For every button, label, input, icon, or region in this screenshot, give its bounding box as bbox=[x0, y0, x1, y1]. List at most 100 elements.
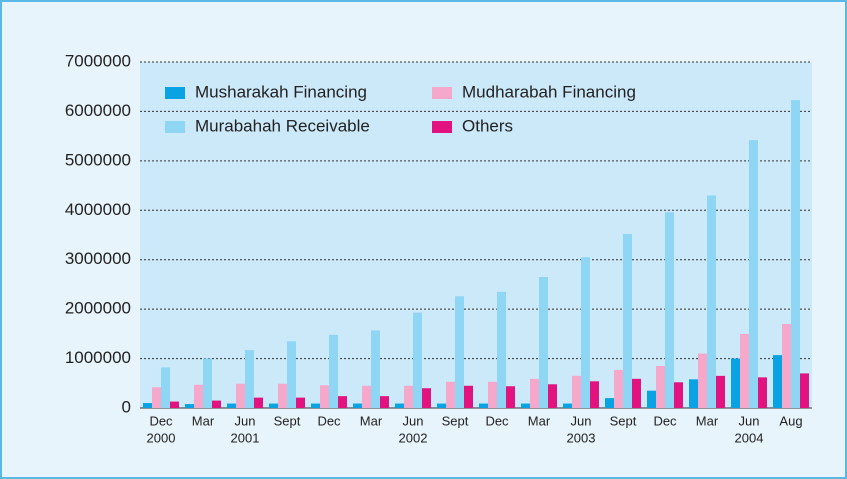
x-tick-label: Sept bbox=[442, 413, 469, 428]
bar bbox=[605, 398, 614, 408]
x-tick-label: Jun bbox=[571, 413, 592, 428]
x-year-label: 2001 bbox=[231, 430, 260, 445]
bar bbox=[689, 379, 698, 408]
bar bbox=[413, 312, 422, 408]
y-tick-label: 0 bbox=[122, 397, 131, 416]
bar bbox=[530, 378, 539, 408]
legend-label: Musharakah Financing bbox=[195, 82, 367, 101]
x-year-label: 2004 bbox=[735, 430, 764, 445]
x-tick-label: Mar bbox=[528, 413, 551, 428]
x-tick-label: Dec bbox=[485, 413, 509, 428]
x-tick-label: Dec bbox=[317, 413, 341, 428]
bar bbox=[254, 397, 263, 408]
bar bbox=[269, 403, 278, 408]
bar bbox=[521, 403, 530, 408]
x-tick-label: Mar bbox=[360, 413, 383, 428]
bar bbox=[143, 403, 152, 408]
x-tick-label: Aug bbox=[779, 413, 802, 428]
bar bbox=[707, 195, 716, 408]
bar bbox=[647, 390, 656, 408]
bar bbox=[152, 387, 161, 408]
bar bbox=[488, 381, 497, 408]
bar bbox=[296, 397, 305, 408]
x-year-label: 2000 bbox=[147, 430, 176, 445]
bar bbox=[455, 296, 464, 408]
bar bbox=[665, 212, 674, 408]
x-tick-label: Dec bbox=[653, 413, 677, 428]
bar bbox=[731, 358, 740, 408]
x-tick-label: Jun bbox=[403, 413, 424, 428]
bar bbox=[497, 291, 506, 408]
y-tick-label: 6000000 bbox=[65, 101, 131, 120]
bar bbox=[563, 403, 572, 408]
x-tick-label: Dec bbox=[149, 413, 173, 428]
bar bbox=[716, 375, 725, 408]
bar bbox=[404, 385, 413, 408]
legend-swatch bbox=[432, 87, 452, 99]
bar bbox=[278, 383, 287, 408]
bar bbox=[656, 365, 665, 408]
bar bbox=[740, 333, 749, 408]
y-tick-label: 1000000 bbox=[65, 348, 131, 367]
bar bbox=[773, 355, 782, 408]
bar bbox=[623, 234, 632, 408]
bar bbox=[338, 396, 347, 408]
bar bbox=[329, 334, 338, 408]
bar bbox=[170, 401, 179, 408]
legend-label: Others bbox=[462, 116, 513, 135]
bar bbox=[674, 382, 683, 408]
legend-label: Mudharabah Financing bbox=[462, 82, 636, 101]
bar bbox=[506, 386, 515, 408]
bar bbox=[245, 350, 254, 408]
bar bbox=[362, 385, 371, 408]
bar bbox=[311, 403, 320, 408]
x-tick-label: Jun bbox=[235, 413, 256, 428]
y-tick-label: 2000000 bbox=[65, 299, 131, 318]
bar bbox=[464, 385, 473, 408]
bar bbox=[287, 341, 296, 408]
bar bbox=[395, 403, 404, 408]
x-tick-label: Jun bbox=[739, 413, 760, 428]
bar bbox=[203, 358, 212, 408]
bar bbox=[590, 381, 599, 408]
bar bbox=[446, 381, 455, 408]
bar bbox=[437, 403, 446, 408]
bar bbox=[185, 404, 194, 408]
bar bbox=[782, 323, 791, 408]
bar bbox=[320, 385, 329, 408]
bar bbox=[371, 330, 380, 408]
bar bbox=[422, 388, 431, 408]
x-year-label: 2002 bbox=[399, 430, 428, 445]
bar bbox=[479, 403, 488, 408]
bar bbox=[227, 403, 236, 408]
bar bbox=[380, 396, 389, 408]
bar bbox=[539, 277, 548, 408]
legend-swatch bbox=[165, 87, 185, 99]
bar bbox=[581, 257, 590, 408]
legend-swatch bbox=[165, 121, 185, 133]
x-tick-label: Mar bbox=[192, 413, 215, 428]
bar bbox=[698, 353, 707, 408]
x-tick-label: Sept bbox=[274, 413, 301, 428]
bar bbox=[758, 377, 767, 408]
bar bbox=[548, 384, 557, 408]
bar bbox=[749, 140, 758, 408]
legend-swatch bbox=[432, 121, 452, 133]
bar bbox=[353, 403, 362, 408]
y-tick-label: 4000000 bbox=[65, 200, 131, 219]
y-tick-label: 7000000 bbox=[65, 51, 131, 70]
bar bbox=[614, 369, 623, 408]
legend-label: Murabahah Receivable bbox=[195, 116, 370, 135]
bar bbox=[194, 384, 203, 408]
bar bbox=[161, 367, 170, 408]
bar bbox=[572, 375, 581, 408]
bar bbox=[632, 378, 641, 408]
bar bbox=[791, 100, 800, 408]
bar bbox=[800, 373, 809, 408]
bar bbox=[212, 400, 221, 408]
bar bbox=[236, 383, 245, 408]
y-tick-label: 5000000 bbox=[65, 150, 131, 169]
x-tick-label: Sept bbox=[610, 413, 637, 428]
x-tick-label: Mar bbox=[696, 413, 719, 428]
